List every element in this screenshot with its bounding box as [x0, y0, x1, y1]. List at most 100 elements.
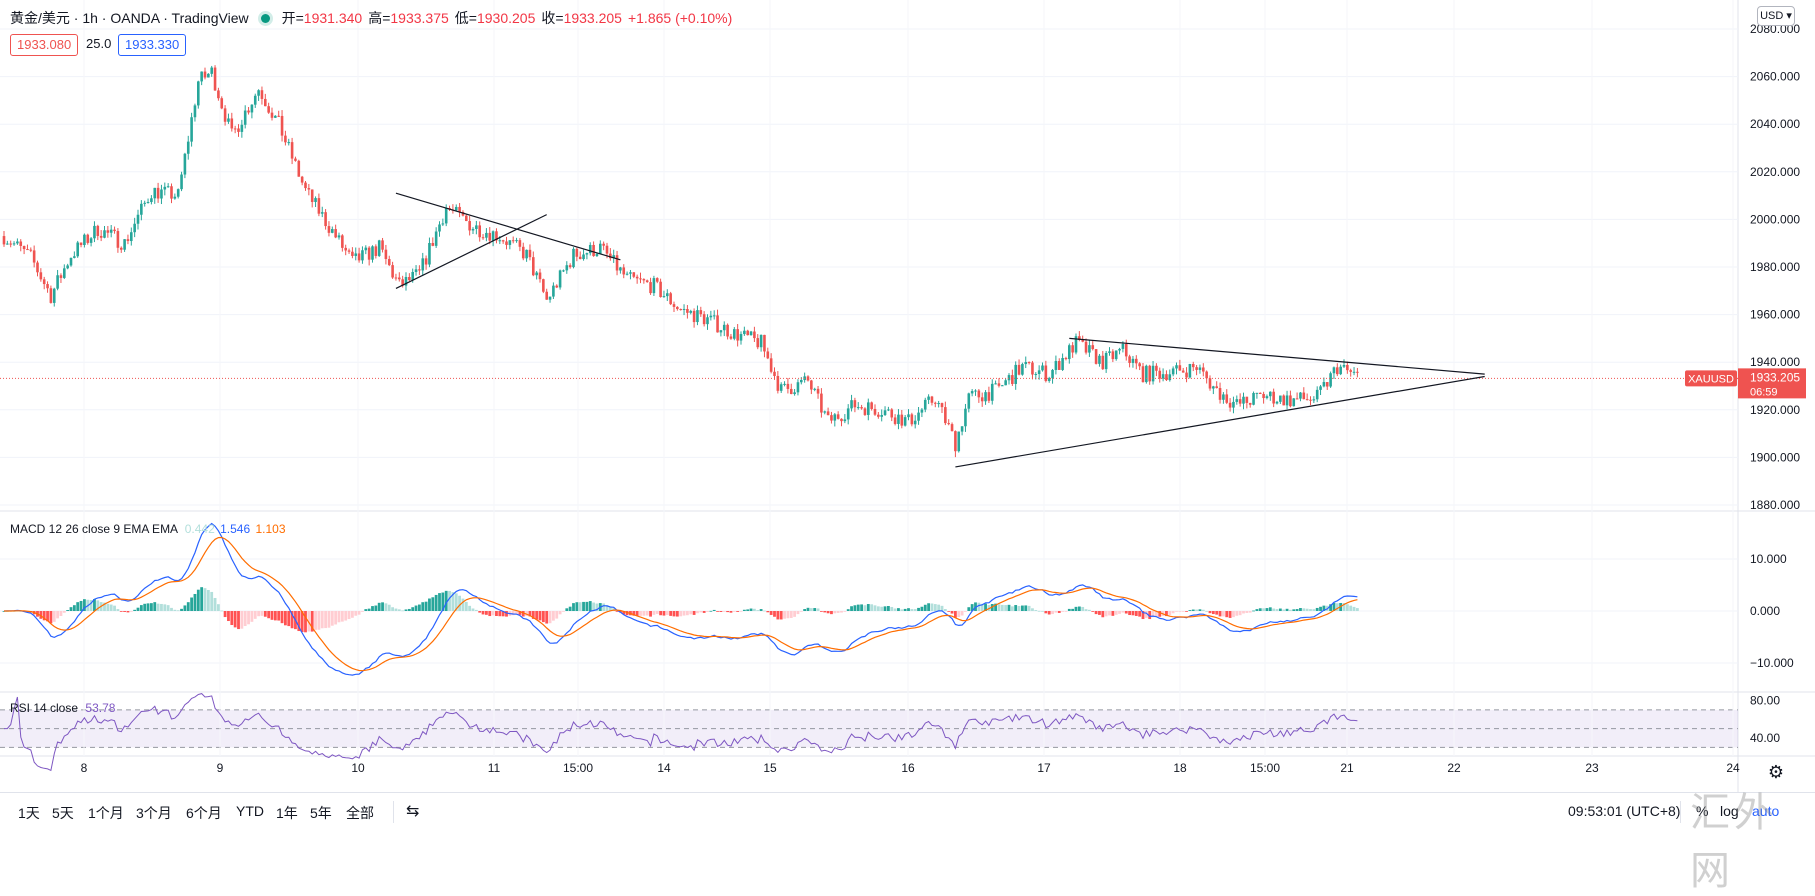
macd-histogram-bar — [893, 608, 897, 611]
candle-body — [1155, 365, 1158, 371]
candle-body — [103, 230, 106, 238]
range-5y-button[interactable]: 5年 — [310, 805, 332, 821]
candle-body — [233, 128, 237, 130]
symbol-title[interactable]: 黄金/美元 · 1h · OANDA · TradingView — [10, 10, 249, 26]
candle-body — [702, 314, 706, 325]
range-3m-button[interactable]: 3个月 — [136, 805, 172, 821]
clock-display[interactable]: 09:53:01 (UTC+8) — [1568, 803, 1681, 819]
macd-histogram-bar — [709, 610, 713, 612]
candle-body — [1031, 362, 1034, 375]
goto-date-icon[interactable]: ⇆ — [406, 803, 420, 820]
macd-histogram-bar — [324, 611, 327, 629]
candle-body — [431, 242, 435, 246]
macd-histogram-bar — [468, 605, 472, 611]
range-6m-button[interactable]: 6个月 — [186, 805, 222, 821]
candle-body — [79, 242, 83, 246]
range-1y-button[interactable]: 1年 — [276, 805, 298, 821]
macd-histogram-bar — [166, 605, 170, 611]
candle-body — [173, 196, 177, 199]
macd-histogram-bar — [632, 611, 636, 616]
range-ytd-button[interactable]: YTD — [236, 803, 264, 819]
candle-body — [950, 424, 954, 432]
candle-body — [903, 417, 907, 426]
macd-histogram-bar — [237, 611, 240, 630]
candle-body — [1225, 394, 1229, 403]
macd-histogram-bar — [562, 611, 565, 612]
macd-histogram-bar — [1315, 607, 1319, 611]
range-1d-button[interactable]: 1天 — [18, 805, 40, 821]
macd-histogram-bar — [448, 590, 451, 611]
candle-body — [1285, 395, 1289, 406]
macd-histogram-bar — [260, 611, 264, 616]
macd-histogram-bar — [1131, 611, 1135, 616]
macd-histogram-bar — [608, 607, 612, 611]
candle-body — [210, 67, 213, 74]
macd-histogram-bar — [548, 611, 552, 624]
macd-histogram-bar — [1091, 611, 1095, 612]
candle-body — [491, 231, 495, 241]
candle-body — [769, 358, 773, 372]
macd-tick-label: −10.000 — [1750, 656, 1794, 670]
candle-body — [1094, 349, 1098, 364]
macd-histogram-bar — [387, 604, 391, 611]
macd-histogram-bar — [1242, 611, 1245, 614]
candle-body — [69, 257, 73, 266]
percent-toggle[interactable]: % — [1696, 803, 1709, 819]
macd-histogram-bar — [59, 611, 63, 616]
macd-histogram-bar — [763, 610, 766, 612]
macd-histogram-bar — [649, 611, 652, 617]
candle-body — [1212, 386, 1215, 389]
sell-price-button[interactable]: 1933.080 — [10, 34, 79, 56]
price-tick-label: 1940.000 — [1750, 355, 1800, 369]
candle-body — [1302, 392, 1306, 400]
chart-canvas[interactable]: 2080.0002060.0002040.0002020.0002000.000… — [0, 0, 1815, 832]
candle-body — [243, 110, 247, 125]
range-5d-button[interactable]: 5天 — [52, 805, 74, 821]
macd-histogram-bar — [1211, 611, 1215, 615]
macd-histogram-bar — [575, 602, 579, 611]
macd-histogram-bar — [622, 611, 626, 615]
candle-body — [1342, 365, 1346, 367]
candle-body — [974, 390, 977, 392]
candle-body — [230, 118, 234, 129]
currency-selector[interactable]: USD ▾ — [1757, 6, 1795, 26]
last-price-box — [1738, 368, 1806, 399]
candle-body — [1041, 365, 1044, 371]
macd-histogram-bar — [150, 603, 153, 611]
macd-histogram-bar — [913, 609, 917, 611]
macd-histogram-bar — [1141, 611, 1145, 620]
candle-body — [980, 397, 984, 402]
macd-histogram-bar — [1299, 608, 1302, 611]
macd-histogram-bar — [1225, 611, 1229, 618]
macd-histogram-bar — [642, 611, 646, 616]
candle-body — [712, 315, 716, 317]
candle-body — [1299, 392, 1302, 399]
candle-body — [1024, 362, 1028, 365]
buy-price-button[interactable]: 1933.330 — [118, 34, 187, 56]
macd-histogram-bar — [317, 611, 321, 630]
candle-body — [1218, 388, 1222, 400]
macd-histogram-bar — [1238, 611, 1242, 616]
macd-histogram-bar — [1245, 611, 1249, 613]
range-all-button[interactable]: 全部 — [346, 805, 374, 821]
auto-toggle[interactable]: auto — [1752, 803, 1780, 819]
macd-histogram-bar — [1188, 610, 1192, 611]
log-toggle[interactable]: log — [1720, 803, 1739, 819]
candle-body — [1188, 364, 1192, 378]
toolbar-divider — [393, 801, 394, 823]
candle-body — [682, 308, 686, 310]
macd-histogram-bar — [565, 608, 569, 611]
macd-histogram-bar — [424, 601, 428, 611]
price-tick-label: 1880.000 — [1750, 498, 1800, 512]
macd-histogram-bar — [253, 611, 257, 619]
candle-body — [1352, 371, 1356, 373]
candle-body — [843, 419, 847, 422]
candle-body — [1208, 378, 1212, 389]
candle-body — [1071, 345, 1074, 353]
candle-body — [317, 198, 321, 214]
macd-histogram-bar — [337, 611, 341, 623]
macd-histogram-bar — [414, 605, 418, 611]
macd-histogram-bar — [1218, 611, 1222, 617]
macd-histogram-bar — [675, 611, 679, 617]
range-1m-button[interactable]: 1个月 — [88, 805, 124, 821]
